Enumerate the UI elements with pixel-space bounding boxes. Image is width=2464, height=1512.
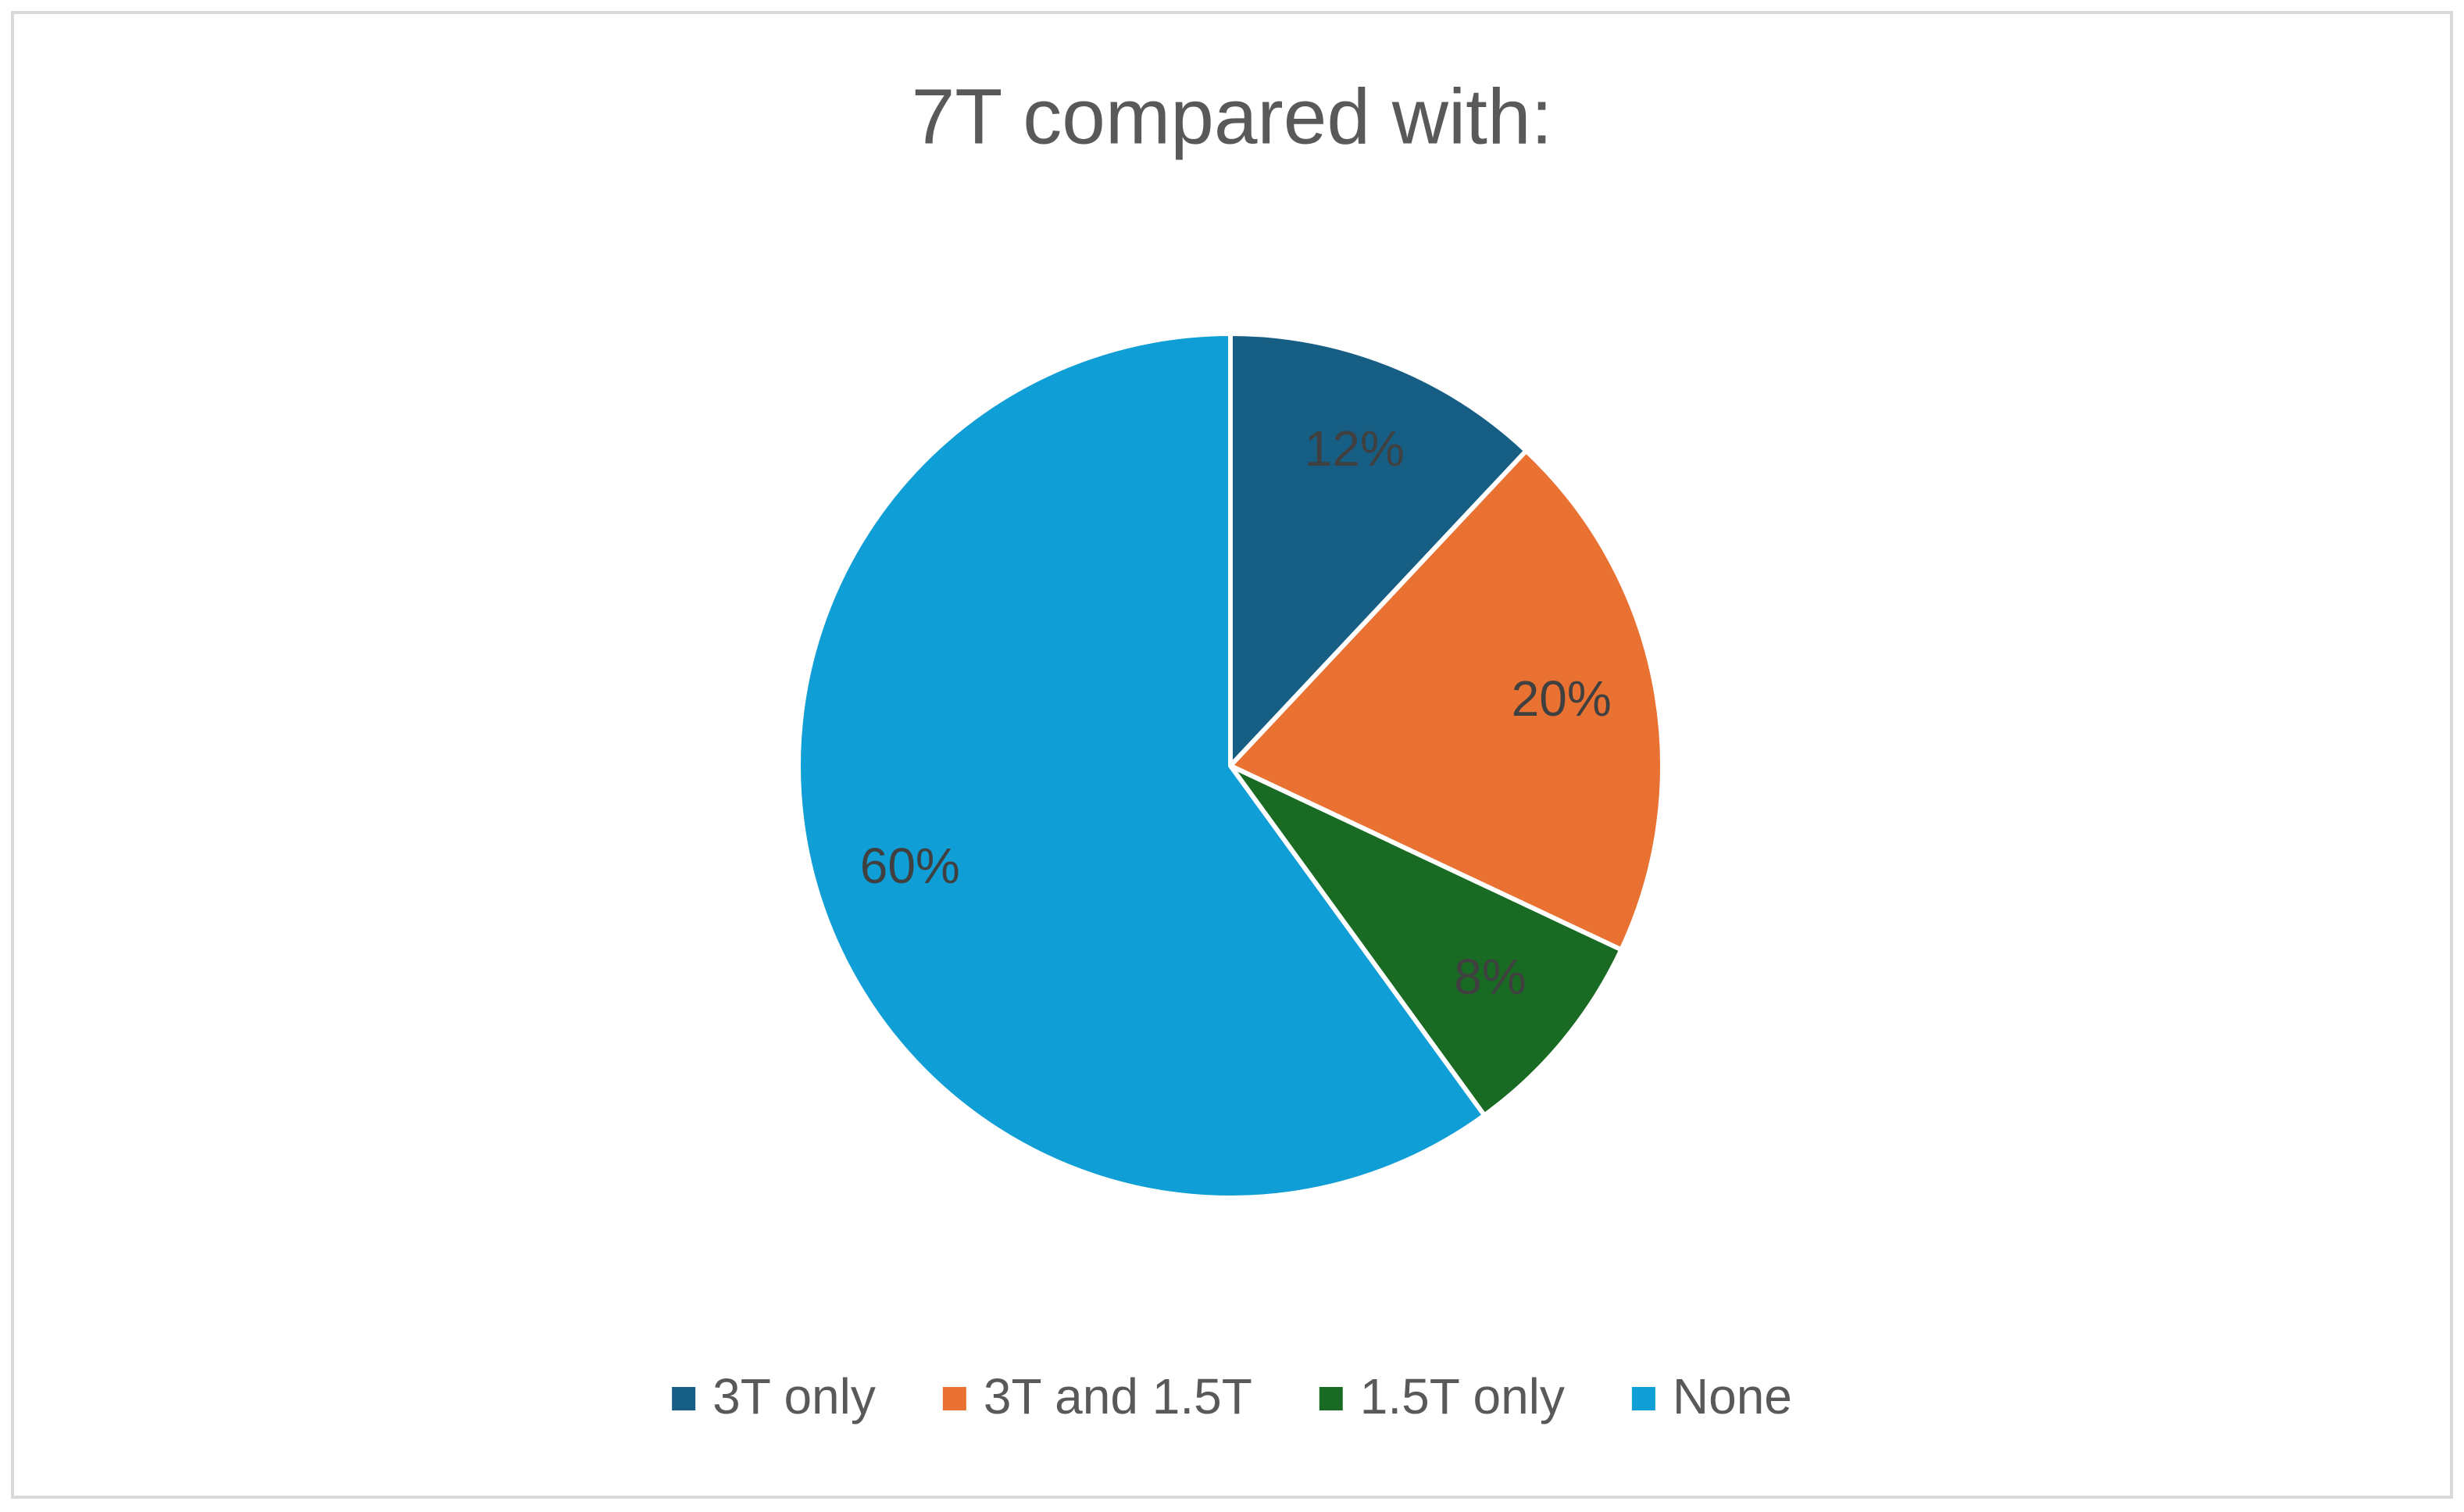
legend-label: 3T and 1.5T — [984, 1368, 1252, 1424]
data-label: 12% — [1305, 420, 1405, 477]
data-label: 20% — [1512, 670, 1612, 727]
pie-slice — [1228, 448, 1665, 953]
legend-label: 3T only — [712, 1368, 876, 1424]
data-label: 60% — [860, 838, 960, 894]
pie-slice — [1228, 763, 1624, 1118]
data-label: 8% — [1454, 949, 1527, 1005]
legend-swatch — [672, 1387, 696, 1410]
legend-swatch — [942, 1387, 966, 1410]
chart-title: 7T compared with: — [912, 73, 1553, 160]
legend-label: 1.5T only — [1360, 1368, 1565, 1424]
legend-swatch — [1631, 1387, 1655, 1410]
legend-label: None — [1673, 1368, 1792, 1424]
pie-slice — [796, 331, 1487, 1200]
legend: 3T only 3T and 1.5T 1.5T only None — [672, 1368, 1792, 1424]
legend-swatch — [1319, 1387, 1343, 1410]
pie: 12% 20% 8% 60% — [796, 331, 1665, 1200]
pie-slice — [1228, 331, 1529, 768]
